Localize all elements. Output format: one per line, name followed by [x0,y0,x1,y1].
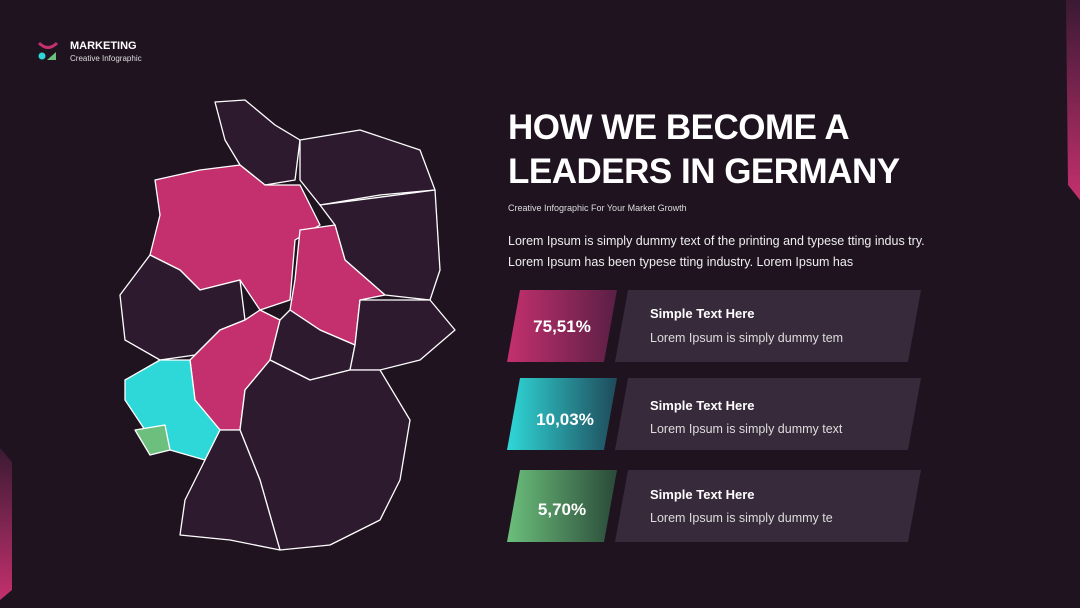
stat-value: 5,70% [537,500,587,519]
stat-card [615,470,921,542]
stat-badge [507,378,617,450]
stat-text: Lorem Ipsum is simply dummy tem [650,331,844,345]
stat-heading: Simple Text Here [650,487,755,502]
stat-card [615,378,921,450]
edge-accent [0,448,12,600]
stat-badge [507,290,617,362]
title-line: LEADERS IN GERMANY [508,152,900,191]
stat-card [615,290,921,362]
edge-accent [1066,0,1080,200]
title-line: HOW WE BECOME A [508,108,850,147]
brand: MARKETING [70,40,137,52]
title: HOW WE BECOME A LEADERS IN GERMANY [508,106,900,194]
logo [37,41,59,60]
stat-value: 10,03% [536,410,594,429]
stat-text: Lorem Ipsum is simply dummy text [650,422,843,436]
stat-heading: Simple Text Here [650,398,755,413]
body-line: Lorem Ipsum has been typese tting indust… [508,255,854,269]
body-text: Lorem Ipsum is simply dummy text of the … [508,231,925,273]
body-line: Lorem Ipsum is simply dummy text of the … [508,234,925,248]
stat-text: Lorem Ipsum is simply dummy te [650,511,833,525]
germany-map [119,99,456,551]
stat-heading: Simple Text Here [650,306,755,321]
subtitle: Creative Infographic For Your Market Gro… [508,203,687,213]
stat-badge [507,470,617,542]
tagline: Creative Infographic [70,54,142,63]
stat-value: 75,51% [533,317,591,336]
